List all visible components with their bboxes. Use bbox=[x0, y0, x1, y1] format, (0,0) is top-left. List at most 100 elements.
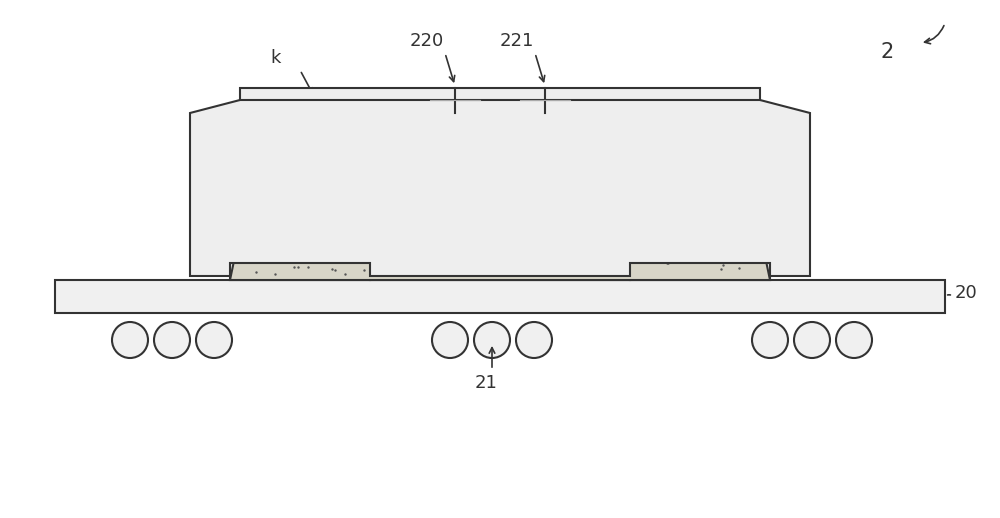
Point bbox=[405, 117, 421, 125]
Point bbox=[486, 184, 502, 192]
Point bbox=[661, 168, 677, 176]
Point bbox=[715, 261, 731, 269]
Point bbox=[299, 150, 315, 158]
Point bbox=[489, 160, 505, 168]
Point bbox=[617, 192, 633, 200]
Point bbox=[278, 96, 294, 104]
Circle shape bbox=[154, 322, 190, 358]
Point bbox=[285, 138, 301, 146]
Point bbox=[248, 268, 264, 276]
Point bbox=[295, 106, 311, 114]
Point bbox=[460, 137, 476, 146]
Point bbox=[302, 172, 318, 180]
Point bbox=[290, 263, 306, 271]
Point bbox=[346, 101, 362, 109]
Point bbox=[647, 235, 663, 243]
Text: 221: 221 bbox=[500, 32, 534, 50]
Point bbox=[576, 222, 592, 231]
Point bbox=[312, 193, 328, 202]
Point bbox=[473, 140, 489, 148]
Point bbox=[279, 171, 295, 180]
Point bbox=[241, 229, 257, 237]
Point bbox=[358, 129, 374, 137]
Point bbox=[634, 148, 650, 156]
Point bbox=[422, 249, 438, 257]
Point bbox=[248, 192, 264, 200]
Point bbox=[578, 184, 594, 193]
Point bbox=[378, 97, 394, 106]
Point bbox=[376, 138, 392, 146]
Point bbox=[450, 142, 466, 150]
Point bbox=[478, 181, 494, 189]
Point bbox=[520, 251, 536, 259]
Point bbox=[730, 243, 746, 252]
Point bbox=[519, 116, 535, 124]
Point bbox=[253, 253, 269, 262]
Point bbox=[593, 188, 609, 196]
Point bbox=[493, 114, 509, 122]
Point bbox=[625, 145, 641, 153]
Point bbox=[381, 200, 397, 208]
Point bbox=[494, 172, 510, 180]
Point bbox=[638, 214, 654, 223]
Point bbox=[293, 194, 309, 202]
Point bbox=[310, 177, 326, 185]
Point bbox=[632, 127, 648, 135]
Point bbox=[356, 164, 372, 172]
Point bbox=[710, 240, 726, 248]
Polygon shape bbox=[630, 263, 770, 280]
Point bbox=[256, 222, 272, 230]
Point bbox=[318, 93, 334, 101]
Point bbox=[679, 138, 695, 147]
Point bbox=[591, 163, 607, 171]
Point bbox=[605, 227, 621, 235]
Point bbox=[426, 181, 442, 190]
Point bbox=[276, 104, 292, 112]
Point bbox=[308, 130, 324, 138]
Point bbox=[445, 253, 461, 261]
Polygon shape bbox=[190, 88, 810, 276]
Point bbox=[334, 103, 350, 111]
Point bbox=[291, 204, 307, 212]
Text: 21: 21 bbox=[475, 374, 498, 392]
Point bbox=[584, 271, 600, 279]
Point bbox=[375, 104, 391, 112]
Point bbox=[683, 117, 699, 125]
Point bbox=[346, 171, 362, 179]
Point bbox=[460, 125, 476, 133]
Point bbox=[475, 122, 491, 131]
Point bbox=[532, 139, 548, 148]
Point bbox=[332, 105, 348, 113]
Point bbox=[680, 166, 696, 174]
Point bbox=[428, 214, 444, 222]
Point bbox=[466, 234, 482, 242]
Point bbox=[522, 159, 538, 167]
Point bbox=[337, 269, 353, 278]
Point bbox=[250, 210, 266, 218]
Point bbox=[465, 257, 481, 266]
Point bbox=[520, 266, 536, 275]
Point bbox=[392, 122, 408, 130]
Point bbox=[700, 168, 716, 177]
Point bbox=[373, 184, 389, 192]
Point bbox=[304, 120, 320, 128]
Point bbox=[428, 222, 444, 231]
Point bbox=[265, 125, 281, 134]
Point bbox=[340, 102, 356, 110]
Point bbox=[380, 204, 396, 212]
Text: k: k bbox=[270, 49, 280, 67]
Circle shape bbox=[474, 322, 510, 358]
Point bbox=[563, 258, 579, 267]
Point bbox=[315, 219, 331, 227]
Point bbox=[283, 133, 299, 141]
Point bbox=[527, 203, 543, 211]
Point bbox=[339, 100, 355, 108]
Point bbox=[308, 145, 324, 153]
Point bbox=[538, 177, 554, 185]
Point bbox=[305, 105, 321, 113]
Point bbox=[336, 146, 352, 154]
Point bbox=[382, 244, 398, 252]
Point bbox=[636, 148, 652, 156]
Point bbox=[324, 265, 340, 274]
Point bbox=[735, 169, 751, 177]
